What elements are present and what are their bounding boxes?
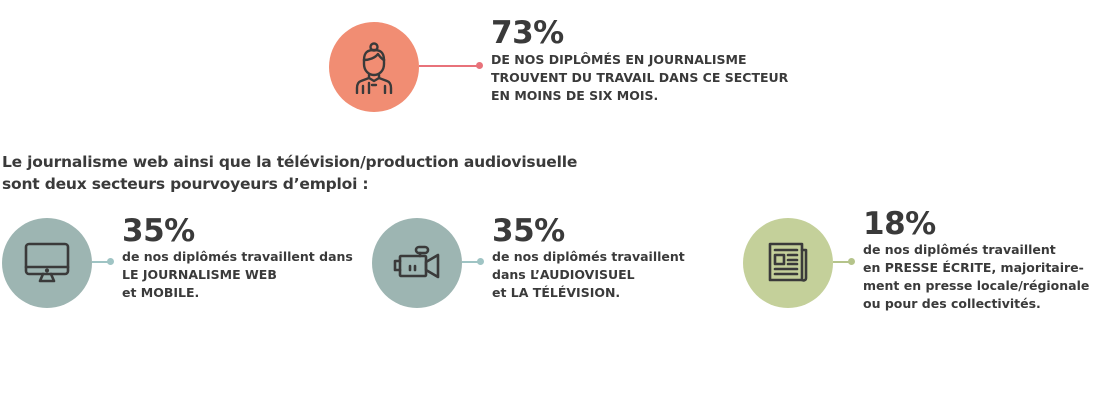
newspaper-icon — [768, 242, 808, 282]
top-stat-connector-dot — [476, 62, 483, 69]
stat-audiovisual-circle — [372, 218, 462, 308]
stat-web-line: LE JOURNALISME WEB — [122, 267, 277, 282]
stat-web-line: et MOBILE. — [122, 285, 200, 300]
top-stat-line: TROUVENT DU TRAVAIL DANS CE SECTEUR — [491, 70, 789, 85]
top-stat-line: DE NOS DIPLÔMÉS EN JOURNALISME — [491, 52, 747, 67]
stat-audiovisual-description: de nos diplômés travaillent dans L’AUDIO… — [492, 248, 685, 302]
stat-web-percentage: 35% — [122, 213, 195, 249]
stat-press-connector-dot — [848, 258, 855, 265]
stat-audiovisual-percentage: 35% — [492, 213, 565, 249]
stat-press-line: ment en presse locale/régionale — [863, 278, 1090, 293]
stat-press-circle — [743, 218, 833, 308]
stat-press-description: de nos diplômés travaillent en PRESSE ÉC… — [863, 241, 1089, 313]
stat-press-line: en PRESSE ÉCRITE, majoritaire- — [863, 260, 1084, 275]
stat-press-percentage: 18% — [863, 206, 936, 242]
top-stat-description: DE NOS DIPLÔMÉS EN JOURNALISME TROUVENT … — [491, 51, 788, 105]
woman-graduate-icon — [355, 42, 393, 94]
top-stat-percentage: 73% — [491, 15, 564, 51]
stat-audiovisual-line: de nos diplômés travaillent — [492, 249, 685, 264]
desktop-monitor-icon — [24, 242, 70, 283]
top-stat-line: EN MOINS DE SIX MOIS. — [491, 88, 659, 103]
stat-web-line: de nos diplômés travaillent dans — [122, 249, 353, 264]
video-camera-icon — [393, 245, 440, 279]
stat-press-connector — [833, 261, 851, 263]
stat-audiovisual-connector — [462, 261, 480, 263]
intro-text: Le journalisme web ainsi que la télévisi… — [2, 151, 577, 195]
stat-audiovisual-line: et LA TÉLÉVISION. — [492, 285, 621, 300]
stat-audiovisual-connector-dot — [477, 258, 484, 265]
stat-audiovisual-line: dans L’AUDIOVISUEL — [492, 267, 635, 282]
top-stat-circle — [329, 22, 419, 112]
stat-press-line: ou pour des collectivités. — [863, 296, 1041, 311]
stat-web-connector-dot — [107, 258, 114, 265]
intro-line: Le journalisme web ainsi que la télévisi… — [2, 153, 578, 171]
intro-line: sont deux secteurs pourvoyeurs d’emploi … — [2, 175, 369, 193]
stat-web-circle — [2, 218, 92, 308]
stat-press-line: de nos diplômés travaillent — [863, 242, 1056, 257]
stat-web-connector — [92, 261, 110, 263]
top-stat-connector — [419, 65, 479, 67]
stat-web-description: de nos diplômés travaillent dans LE JOUR… — [122, 248, 353, 302]
